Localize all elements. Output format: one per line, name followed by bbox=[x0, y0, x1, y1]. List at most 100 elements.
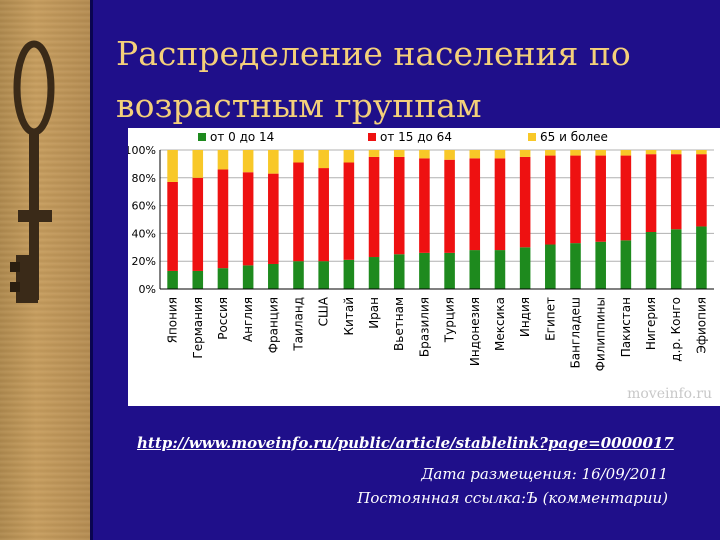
bar-segment-2 bbox=[293, 150, 304, 163]
bar-segment-2 bbox=[670, 150, 682, 155]
bar-segment-2 bbox=[192, 150, 204, 178]
legend-swatch-2 bbox=[528, 133, 536, 141]
y-tick-label: 80% bbox=[132, 172, 156, 185]
source-link[interactable]: http://www.moveinfo.ru/public/article/st… bbox=[137, 434, 674, 452]
x-tick-label: Индонезия bbox=[468, 297, 482, 366]
bar-segment-0 bbox=[645, 232, 657, 289]
bar-segment-1 bbox=[595, 155, 606, 242]
publish-date: Дата размещения: 16/09/2011 bbox=[421, 465, 668, 483]
bar-segment-0 bbox=[696, 226, 707, 289]
bar-segment-2 bbox=[469, 150, 481, 159]
y-tick-label: 20% bbox=[132, 255, 156, 268]
chart-area: от 0 до 14 от 15 до 64 65 и более 0% 20% 40%… bbox=[128, 128, 720, 406]
bar-segment-2 bbox=[696, 150, 707, 155]
bar-segment-0 bbox=[343, 259, 355, 289]
bar-segment-0 bbox=[670, 229, 682, 289]
x-axis: Япония Германия Россия Англия Франция Таиланд… bbox=[160, 288, 714, 371]
bar-segment-0 bbox=[469, 250, 481, 289]
bar-segment-2 bbox=[620, 150, 632, 156]
x-tick-label: д.р. Конго bbox=[669, 297, 683, 362]
chart-legend: от 0 до 14 от 15 до 64 65 и более bbox=[198, 130, 608, 144]
x-tick-label: Иран bbox=[367, 297, 381, 329]
bar-segment-1 bbox=[368, 156, 380, 258]
x-tick-label: Вьетнам bbox=[392, 297, 406, 351]
bars bbox=[167, 150, 707, 289]
slide-divider bbox=[90, 0, 93, 540]
bar-segment-1 bbox=[217, 169, 229, 269]
bar-segment-2 bbox=[494, 150, 506, 159]
bar-segment-0 bbox=[318, 261, 329, 289]
bar-segment-1 bbox=[570, 155, 581, 244]
bar-segment-0 bbox=[293, 261, 304, 289]
x-tick-label: Россия bbox=[216, 297, 230, 340]
x-tick-label: Турция bbox=[443, 297, 457, 343]
bar-segment-1 bbox=[167, 181, 178, 271]
bar-segment-1 bbox=[645, 154, 657, 233]
watermark: moveinfo.ru bbox=[627, 386, 712, 402]
bar-segment-0 bbox=[419, 252, 430, 289]
legend-label-0: от 0 до 14 bbox=[210, 130, 274, 144]
slide-title: Распределение населения по возрастным гр… bbox=[116, 34, 631, 125]
bar-segment-1 bbox=[242, 172, 254, 266]
bar-segment-0 bbox=[620, 240, 632, 289]
bar-segment-1 bbox=[545, 155, 556, 245]
bar-segment-2 bbox=[268, 150, 279, 174]
bar-segment-0 bbox=[570, 243, 581, 289]
x-tick-label: Мексика bbox=[493, 297, 507, 351]
x-tick-label: Египет bbox=[543, 297, 557, 341]
bar-segment-1 bbox=[494, 158, 506, 251]
x-tick-label: США bbox=[317, 296, 331, 326]
x-tick-label: Эфиопия bbox=[694, 297, 708, 354]
bar-segment-2 bbox=[545, 150, 556, 156]
x-tick-label: Пакистан bbox=[619, 297, 633, 357]
key-icon bbox=[10, 40, 55, 303]
bar-segment-1 bbox=[519, 156, 531, 248]
x-tick-label: Индия bbox=[518, 297, 532, 337]
bar-segment-2 bbox=[318, 150, 329, 169]
bar-segment-2 bbox=[570, 150, 581, 156]
bar-segment-1 bbox=[469, 158, 481, 251]
bar-segment-0 bbox=[167, 270, 178, 289]
bar-segment-0 bbox=[192, 270, 204, 289]
bar-segment-0 bbox=[242, 265, 254, 289]
y-tick-label: 0% bbox=[139, 283, 156, 296]
bar-segment-0 bbox=[393, 254, 405, 289]
y-tick-label: 60% bbox=[132, 200, 156, 213]
y-axis: 0% 20% 40% 60% 80% 100% bbox=[128, 144, 161, 296]
y-tick-label: 40% bbox=[132, 227, 156, 240]
x-tick-label: Япония bbox=[166, 297, 180, 343]
bar-segment-2 bbox=[368, 150, 380, 157]
bar-segment-1 bbox=[670, 154, 682, 230]
bar-segment-0 bbox=[494, 250, 506, 289]
bar-segment-1 bbox=[318, 168, 329, 262]
bar-segment-2 bbox=[419, 150, 430, 159]
legend-swatch-1 bbox=[368, 133, 376, 141]
bar-segment-1 bbox=[393, 156, 405, 255]
legend-swatch-0 bbox=[198, 133, 206, 141]
bar-segment-0 bbox=[217, 268, 229, 289]
x-tick-label: Нигерия bbox=[644, 297, 658, 350]
bar-segment-2 bbox=[217, 150, 229, 170]
bar-segment-2 bbox=[444, 150, 455, 160]
bar-segment-0 bbox=[268, 263, 279, 289]
bar-segment-0 bbox=[595, 241, 606, 289]
bar-segment-0 bbox=[444, 252, 455, 289]
x-tick-label: Бангладеш bbox=[569, 297, 583, 368]
x-tick-label: Англия bbox=[241, 297, 255, 342]
legend-label-1: от 15 до 64 bbox=[380, 130, 452, 144]
bar-segment-1 bbox=[444, 159, 455, 253]
bar-segment-2 bbox=[595, 150, 606, 156]
bar-segment-1 bbox=[293, 162, 304, 262]
bar-segment-1 bbox=[620, 155, 632, 241]
legend-label-2: 65 и более bbox=[540, 130, 608, 144]
decorative-strip bbox=[0, 0, 90, 540]
x-tick-label: Германия bbox=[191, 297, 205, 359]
bar-segment-0 bbox=[368, 257, 380, 289]
bar-segment-2 bbox=[242, 150, 254, 173]
bar-segment-0 bbox=[545, 244, 556, 289]
bar-segment-1 bbox=[192, 177, 204, 271]
bar-segment-2 bbox=[519, 150, 531, 157]
bar-segment-1 bbox=[696, 154, 707, 227]
bar-segment-0 bbox=[519, 247, 531, 289]
stacked-bar-chart: от 0 до 14 от 15 до 64 65 и более 0% 20% 40%… bbox=[128, 130, 714, 371]
